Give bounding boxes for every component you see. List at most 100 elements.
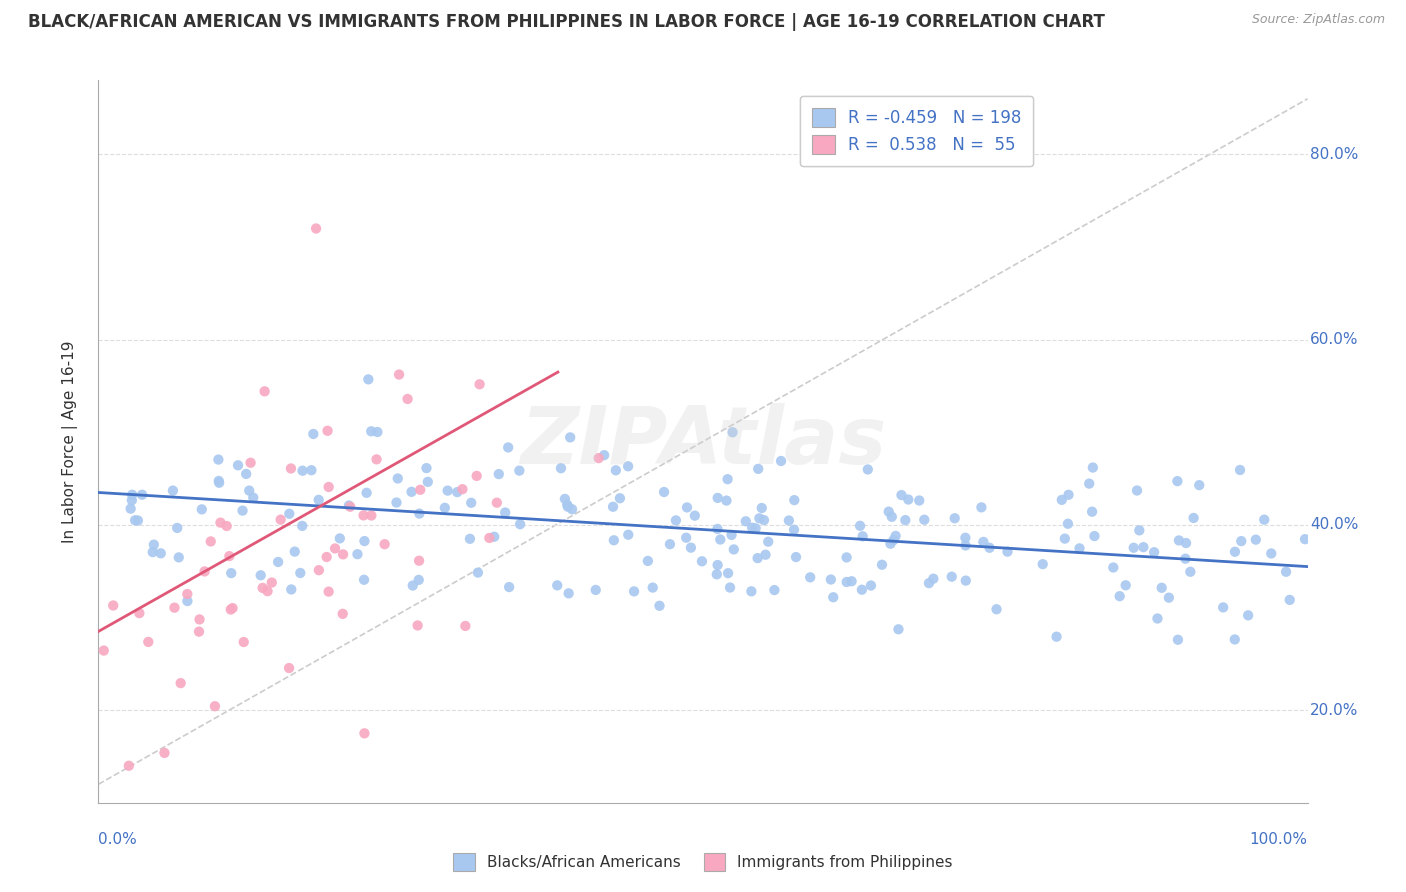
Point <box>93 643 115 657</box>
Point <box>603 533 626 548</box>
Text: 60.0%: 60.0% <box>1310 332 1358 347</box>
Point <box>458 532 481 546</box>
Point <box>1050 492 1073 507</box>
Point <box>316 424 339 438</box>
Point <box>208 475 231 490</box>
Point <box>1081 505 1104 519</box>
Point <box>374 537 396 551</box>
Point <box>652 485 675 500</box>
Legend: Blacks/African Americans, Immigrants from Philippines: Blacks/African Americans, Immigrants fro… <box>444 844 962 880</box>
Point <box>232 503 254 517</box>
Point <box>997 544 1019 558</box>
Point <box>280 461 302 475</box>
Point <box>280 582 302 597</box>
Point <box>167 550 190 565</box>
Point <box>388 368 411 382</box>
Point <box>1275 565 1298 579</box>
Point <box>550 461 572 475</box>
Point <box>561 502 583 516</box>
Point <box>176 594 198 608</box>
Point <box>918 576 941 591</box>
Point <box>318 480 340 494</box>
Point <box>778 514 800 528</box>
Point <box>256 584 278 599</box>
Point <box>1081 460 1104 475</box>
Point <box>554 491 576 506</box>
Point <box>718 581 741 595</box>
Point <box>1223 545 1246 559</box>
Point <box>609 491 631 506</box>
Point <box>856 462 879 476</box>
Point <box>1212 600 1234 615</box>
Point <box>267 555 290 569</box>
Point <box>353 534 375 549</box>
Point <box>912 513 935 527</box>
Point <box>433 500 456 515</box>
Point <box>284 544 307 558</box>
Point <box>799 570 821 584</box>
Point <box>648 599 671 613</box>
Point <box>188 624 211 639</box>
Point <box>1122 541 1144 555</box>
Point <box>1146 611 1168 625</box>
Point <box>128 606 150 620</box>
Point <box>387 471 409 485</box>
Point <box>408 554 430 568</box>
Point <box>1230 534 1253 549</box>
Point <box>1150 581 1173 595</box>
Point <box>208 474 231 488</box>
Point <box>239 456 262 470</box>
Point <box>823 591 845 605</box>
Point <box>191 502 214 516</box>
Point <box>740 584 762 599</box>
Point <box>103 599 125 613</box>
Point <box>446 485 468 500</box>
Point <box>1253 513 1275 527</box>
Point <box>366 425 388 439</box>
Point <box>478 531 501 545</box>
Point <box>454 619 477 633</box>
Text: 40.0%: 40.0% <box>1310 517 1358 533</box>
Point <box>498 580 520 594</box>
Point <box>1244 533 1267 547</box>
Point <box>751 500 773 515</box>
Point <box>226 458 249 473</box>
Point <box>970 500 993 515</box>
Point <box>278 661 301 675</box>
Point <box>734 514 756 528</box>
Point <box>783 523 806 537</box>
Point <box>979 541 1001 555</box>
Point <box>1229 463 1251 477</box>
Point <box>747 462 769 476</box>
Point <box>717 472 740 486</box>
Point <box>1069 541 1091 556</box>
Point <box>170 676 193 690</box>
Point <box>908 493 931 508</box>
Text: Source: ZipAtlas.com: Source: ZipAtlas.com <box>1251 13 1385 27</box>
Point <box>291 519 314 533</box>
Point <box>1032 557 1054 571</box>
Y-axis label: In Labor Force | Age 16-19: In Labor Force | Age 16-19 <box>62 340 77 543</box>
Point <box>557 500 579 514</box>
Point <box>555 498 578 512</box>
Point <box>163 600 186 615</box>
Point <box>121 493 143 508</box>
Point <box>200 534 222 549</box>
Point <box>308 563 330 577</box>
Point <box>1045 630 1067 644</box>
Point <box>890 488 912 502</box>
Point <box>494 506 516 520</box>
Point <box>120 501 142 516</box>
Point <box>402 578 425 592</box>
Point <box>1278 593 1301 607</box>
Point <box>852 529 875 543</box>
Point <box>508 464 530 478</box>
Point <box>941 570 963 584</box>
Text: 80.0%: 80.0% <box>1310 147 1358 161</box>
Point <box>346 547 368 561</box>
Point <box>127 514 149 528</box>
Point <box>1157 591 1180 605</box>
Point <box>360 425 382 439</box>
Point <box>409 483 432 497</box>
Point <box>744 521 766 535</box>
